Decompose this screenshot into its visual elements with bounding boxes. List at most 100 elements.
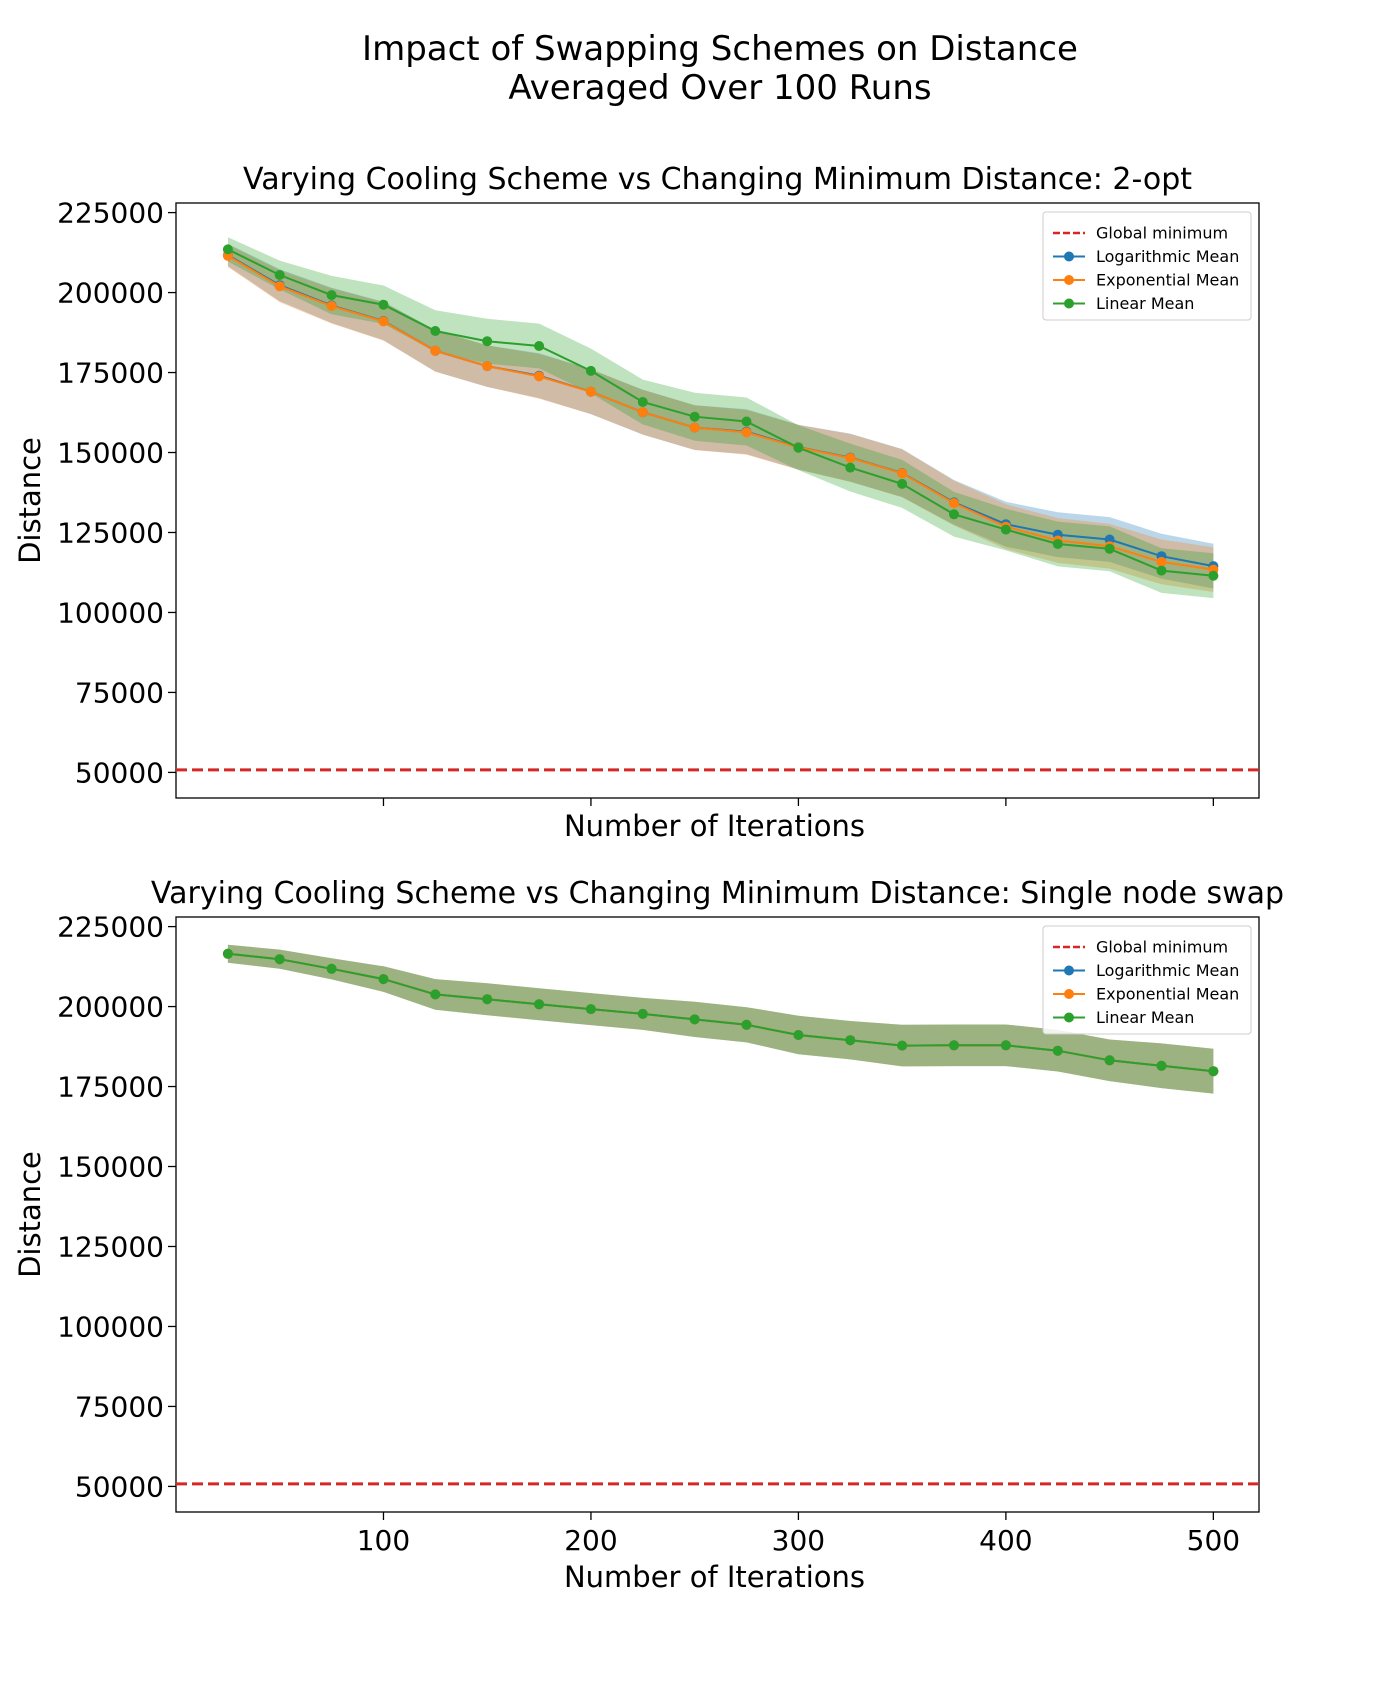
legend-handle-marker (1064, 989, 1074, 999)
data-point-linear-mean (1208, 1066, 1219, 1077)
data-point-exponential-mean (274, 281, 285, 292)
legend-label: Global minimum (1096, 224, 1228, 243)
legend-box (1042, 211, 1252, 321)
data-point-exponential-mean (741, 427, 752, 438)
data-point-exponential-mean (897, 468, 908, 479)
legend: Global minimum Logarithmic Mean Exponentia… (1042, 211, 1252, 321)
legend-label: Exponential Mean (1096, 985, 1239, 1004)
data-point-linear-mean (793, 1030, 804, 1040)
data-point-linear-mean (897, 478, 908, 489)
y-tick-label: 75000 (75, 676, 164, 709)
x-tick-label: 500 (1187, 1524, 1240, 1557)
data-point-linear-mean (689, 1014, 700, 1025)
legend-handle-marker (1064, 298, 1074, 309)
data-point-linear-mean (534, 341, 545, 351)
data-point-linear-mean (1104, 543, 1115, 554)
series-line-linear-mean (227, 248, 1214, 577)
legend-handle-marker (1064, 251, 1074, 262)
y-axis-label: Distance (13, 1151, 47, 1278)
plot-area (176, 944, 1259, 1486)
legend-label: Linear Mean (1096, 1008, 1194, 1027)
data-point-linear-mean (585, 365, 596, 376)
data-point-linear-mean (585, 1004, 596, 1015)
y-tick-label: 150000 (57, 1151, 164, 1184)
data-point-linear-mean (1208, 570, 1219, 581)
data-point-exponential-mean (845, 453, 856, 463)
legend-label: Global minimum (1096, 938, 1228, 957)
data-point-exponential-mean (949, 498, 959, 509)
data-point-linear-mean (274, 954, 285, 965)
data-point-linear-mean (326, 290, 337, 301)
x-axis-label: Number of Iterations (564, 809, 865, 843)
plot-title: Varying Cooling Scheme vs Changing Minim… (151, 876, 1284, 911)
series-line-exponential-mean (227, 254, 1214, 571)
std-band-logarithmic-mean (227, 944, 1214, 1094)
y-tick-label: 125000 (57, 1230, 164, 1263)
data-point-linear-mean (222, 948, 233, 959)
data-point-linear-mean (689, 411, 700, 422)
plot-2-opt: Varying Cooling Scheme vs Changing Minim… (13, 162, 1260, 843)
x-tick-label: 300 (772, 1524, 825, 1557)
plot-frame (175, 202, 1260, 799)
y-tick-label: 225000 (57, 911, 164, 944)
data-point-exponential-mean (534, 371, 545, 382)
y-tick-label: 200000 (57, 277, 164, 310)
std-band-exponential-mean (227, 944, 1214, 1094)
figure-suptitle-line-1: Impact of Swapping Schemes on Distance (362, 29, 1078, 69)
y-tick-label: 150000 (57, 437, 164, 470)
data-point-linear-mean (845, 1035, 856, 1046)
data-point-linear-mean (378, 974, 389, 985)
data-point-linear-mean (949, 509, 959, 520)
y-axis-label: Distance (13, 437, 47, 564)
legend-handle-marker (1064, 1012, 1074, 1023)
y-tick-label: 75000 (75, 1390, 164, 1423)
y-tick-label: 200000 (57, 991, 164, 1024)
data-point-exponential-mean (326, 301, 337, 311)
data-point-exponential-mean (637, 407, 648, 418)
x-tick-label: 200 (564, 1524, 617, 1557)
data-point-linear-mean (274, 270, 285, 280)
x-axis-label: Number of Iterations (564, 1560, 865, 1594)
y-tick-label: 175000 (57, 357, 164, 390)
plot-frame (175, 916, 1260, 1513)
legend-handle-marker (1064, 275, 1074, 285)
legend-box (1042, 925, 1252, 1035)
data-point-linear-mean (1156, 1060, 1167, 1071)
data-point-exponential-mean (430, 345, 441, 356)
x-tick-label: 400 (979, 1524, 1032, 1557)
data-point-linear-mean (326, 963, 337, 974)
data-point-linear-mean (534, 999, 545, 1010)
y-tick-label: 50000 (75, 756, 164, 789)
std-band-linear-mean (227, 944, 1214, 1094)
y-tick-label: 225000 (57, 197, 164, 230)
data-point-linear-mean (430, 326, 441, 336)
data-point-exponential-mean (585, 386, 596, 397)
data-point-linear-mean (430, 989, 441, 1000)
data-point-linear-mean (897, 1040, 908, 1051)
data-point-linear-mean (741, 1019, 752, 1030)
y-tick-label: 50000 (75, 1470, 164, 1503)
legend-handle-marker (1064, 965, 1074, 976)
y-tick-label: 125000 (57, 516, 164, 549)
series-line-linear-mean (227, 952, 1214, 1073)
y-tick-label: 100000 (57, 596, 164, 629)
data-point-linear-mean (482, 994, 493, 1005)
data-point-linear-mean (378, 299, 389, 310)
data-point-exponential-mean (1156, 556, 1167, 567)
data-point-exponential-mean (378, 316, 389, 327)
plot-single-node-swap: Varying Cooling Scheme vs Changing Minim… (13, 876, 1284, 1594)
y-tick-label: 100000 (57, 1310, 164, 1343)
data-point-linear-mean (1104, 1055, 1115, 1066)
data-point-linear-mean (637, 397, 648, 407)
legend-label: Logarithmic Mean (1096, 247, 1239, 266)
data-point-linear-mean (1000, 524, 1011, 535)
plot-area (176, 237, 1259, 772)
y-tick-label: 175000 (57, 1071, 164, 1104)
figure-suptitle-line-2: Averaged Over 100 Runs (508, 68, 931, 108)
legend-label: Logarithmic Mean (1096, 961, 1239, 980)
data-point-linear-mean (1052, 539, 1063, 549)
data-point-exponential-mean (689, 422, 700, 433)
data-point-linear-mean (1156, 565, 1167, 576)
legend-label: Linear Mean (1096, 294, 1194, 313)
